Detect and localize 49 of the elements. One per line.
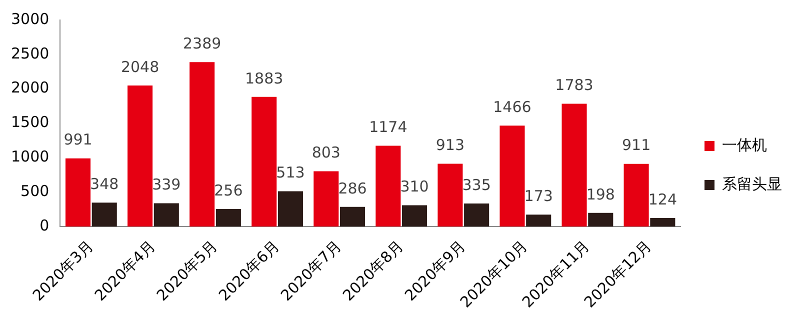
data-label: 335 — [462, 176, 491, 194]
bar — [464, 204, 490, 227]
bar — [526, 214, 552, 227]
bar — [650, 218, 676, 227]
legend-label: 系留头显 — [722, 174, 782, 193]
bar — [92, 202, 117, 227]
data-label: 310 — [400, 178, 429, 196]
data-label: 339 — [152, 176, 181, 194]
data-label: 256 — [214, 181, 243, 200]
y-tick-label: 1500 — [10, 113, 50, 132]
bar — [154, 203, 179, 227]
y-tick-label: 3000 — [10, 10, 50, 28]
bar — [562, 104, 587, 227]
data-label: 1466 — [493, 98, 532, 116]
y-tick-label: 1000 — [10, 148, 50, 166]
bar — [500, 126, 525, 227]
bar — [376, 146, 401, 227]
bar — [190, 62, 215, 227]
data-label: 1783 — [555, 76, 594, 94]
bar — [314, 171, 339, 227]
y-tick-label: 0 — [40, 216, 50, 234]
data-label: 913 — [436, 136, 465, 154]
bar — [402, 205, 428, 227]
bar — [252, 96, 277, 227]
data-label: 2389 — [182, 34, 222, 52]
data-label: 911 — [622, 136, 651, 154]
bar — [438, 164, 463, 227]
legend-label: 一体机 — [722, 136, 767, 154]
bar — [588, 212, 614, 227]
data-label: 124 — [648, 190, 677, 208]
bar — [128, 86, 153, 227]
data-label: 2048 — [120, 58, 160, 76]
data-label: 1174 — [369, 118, 408, 136]
data-label: 513 — [276, 164, 305, 182]
bar — [65, 158, 91, 227]
y-tick-label: 2000 — [10, 78, 50, 97]
data-label: 1883 — [245, 69, 284, 88]
data-label: 348 — [90, 175, 119, 193]
data-label: 286 — [338, 179, 367, 198]
bar — [624, 164, 649, 227]
bar — [278, 191, 303, 227]
data-label: 173 — [524, 187, 553, 206]
data-label: 991 — [64, 130, 92, 149]
y-tick-label: 500 — [20, 182, 50, 200]
y-tick-label: 2500 — [10, 44, 50, 62]
data-label: 198 — [586, 185, 615, 204]
bar — [216, 208, 241, 227]
bar — [340, 206, 366, 227]
data-label: 803 — [312, 144, 340, 162]
